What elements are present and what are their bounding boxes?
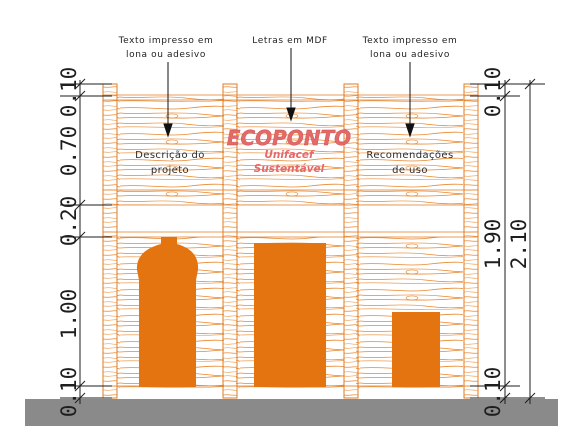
dim-left-4: 1.00 [57, 289, 81, 340]
bottle-bin [136, 237, 199, 387]
dim-right-bottom: 0.10 [481, 367, 505, 418]
callout-right-line-1: Texto impresso em [362, 36, 458, 46]
small-bin [392, 312, 440, 387]
callout-left-line-1: Texto impresso em [118, 36, 214, 46]
vertical-posts [102, 83, 479, 399]
left-dimension-lines [60, 78, 112, 404]
box-bin [254, 243, 326, 387]
dim-right-top: 0.10 [481, 67, 505, 118]
callout-right-line-2: lona ou adesivo [370, 50, 450, 60]
dim-right-inner: 1.90 [481, 219, 505, 270]
left-panel-text-1: Descrição do [135, 150, 205, 161]
left-panel-text-2: projeto [151, 165, 189, 176]
right-panel-text-1: Recomendações [366, 150, 453, 161]
dim-left-2: 0.70 [57, 126, 81, 177]
dim-left-1: 0.10 [57, 67, 81, 118]
logo-line2: Sustentável [254, 163, 325, 175]
post-2 [222, 83, 238, 399]
leader-arrows [163, 48, 415, 138]
right-dimension-lines [470, 78, 545, 404]
post-3 [343, 83, 359, 399]
callout-center-line-1: Letras em MDF [252, 36, 328, 46]
dim-right-total: 2.10 [507, 219, 531, 270]
callout-left-line-2: lona ou adesivo [126, 50, 206, 60]
post-4 [463, 83, 479, 399]
ground-slab [25, 399, 558, 426]
dim-left-3: 0.20 [57, 196, 81, 247]
right-panel-text-2: de uso [392, 165, 428, 176]
dim-left-5: 0.10 [57, 367, 81, 418]
logo-title: ECOPONTO [227, 126, 351, 150]
logo-line1: Unifacef [264, 149, 315, 161]
post-1 [102, 83, 118, 399]
